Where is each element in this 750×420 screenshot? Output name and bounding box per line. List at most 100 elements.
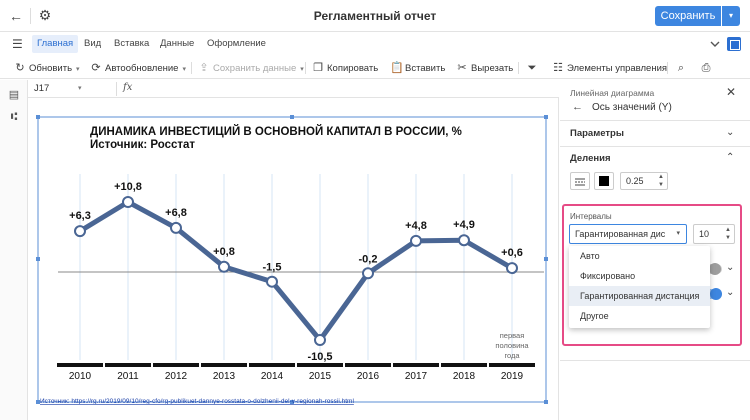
- copy-label: Копировать: [327, 63, 379, 74]
- controls-label: Элементы управления: [567, 63, 668, 74]
- menu-bar: ☰ Главная Вид Вставка Данные Оформление: [0, 33, 750, 55]
- chevron-down-icon[interactable]: ⌄: [726, 127, 735, 138]
- close-icon[interactable]: ✕: [726, 85, 737, 99]
- paste-button[interactable]: 📋Вставить: [390, 60, 445, 76]
- left-rail: ▤ ⑆: [0, 80, 28, 420]
- cut-button[interactable]: ✂ Вырезать: [456, 60, 513, 76]
- chevron-down-icon[interactable]: ⌄: [726, 262, 735, 273]
- stepper-icon[interactable]: ▲ ▼: [658, 174, 664, 188]
- category-label: 2010: [69, 371, 92, 382]
- tab-insert[interactable]: Вставка: [114, 38, 150, 49]
- search-button[interactable]: ⌕: [675, 60, 690, 76]
- report-title: Регламентный отчет: [313, 9, 437, 23]
- update-button[interactable]: ↻ Обновить ▾: [15, 62, 80, 74]
- note-text: половина: [495, 341, 529, 350]
- resize-handle: [544, 257, 548, 261]
- divider: [305, 62, 306, 74]
- divider: [560, 146, 750, 147]
- formula-bar: J17 ▾ fx: [28, 80, 559, 98]
- interval-value: 10: [699, 229, 710, 239]
- cut-label: Вырезать: [471, 63, 514, 74]
- source-link[interactable]: Источник: https://rg.ru/2019/09/10/reg-c…: [40, 398, 354, 405]
- toolbar: ↻ Обновить ▾ ⟳ Автообновление ▾ ⇪ Сохранить д…: [0, 57, 750, 79]
- tab-data[interactable]: Данные: [160, 38, 195, 49]
- line-width-value: 0.25: [626, 176, 644, 186]
- search-icon: ⌕: [677, 62, 685, 74]
- data-point: [314, 334, 326, 346]
- print-icon: ⎙: [701, 62, 711, 74]
- interval-dropdown: Авто Фиксировано Гарантированная дистанц…: [569, 246, 710, 328]
- filter-icon: ⏷: [527, 62, 537, 74]
- section-params[interactable]: Параметры: [570, 128, 624, 139]
- save-dropdown-button[interactable]: ▾: [722, 6, 740, 26]
- data-label: +0,8: [213, 246, 235, 258]
- stepper-icon[interactable]: ▲ ▼: [725, 227, 731, 241]
- save-data-button[interactable]: ⇪ Сохранить данные ▾: [199, 62, 304, 74]
- resize-grip[interactable]: …: [288, 92, 296, 101]
- resize-handle: [36, 400, 40, 404]
- hamburger-icon[interactable]: ☰: [12, 37, 23, 51]
- option-other[interactable]: Другое: [580, 311, 609, 321]
- category-label: 2019: [501, 371, 524, 382]
- data-label: +4,8: [405, 220, 427, 232]
- scissors-icon: ✂: [457, 62, 467, 74]
- data-point: [506, 262, 518, 275]
- chevron-down-icon[interactable]: ▾: [78, 85, 82, 92]
- autoupdate-button[interactable]: ⟳ Автообновление ▾: [91, 62, 186, 74]
- data-point: [362, 267, 374, 280]
- category-bar: [393, 363, 439, 367]
- save-button[interactable]: Сохранить: [655, 6, 721, 26]
- data-point: [218, 260, 230, 273]
- divider: [560, 360, 750, 361]
- panel-toggle-icon[interactable]: [727, 37, 741, 51]
- interval-mode-select[interactable]: Гарантированная дис ▾: [569, 224, 687, 244]
- line-style-button[interactable]: [570, 172, 590, 190]
- chevron-up-icon[interactable]: ⌃: [726, 152, 735, 163]
- refresh-icon: ↻: [15, 62, 25, 74]
- section-divisions[interactable]: Деления: [570, 153, 611, 164]
- category-bar: [57, 363, 103, 367]
- option-fixed[interactable]: Фиксировано: [580, 271, 636, 281]
- option-auto[interactable]: Авто: [580, 251, 600, 261]
- data-label: +6,8: [165, 207, 187, 219]
- tab-view[interactable]: Вид: [84, 38, 102, 49]
- note-text: первая: [500, 331, 525, 340]
- line-chart[interactable]: ДИНАМИКА ИНВЕСТИЦИЙ В ОСНОВНОЙ КАПИТАЛ В…: [28, 98, 559, 420]
- structure-icon[interactable]: ⑆: [10, 111, 18, 123]
- category-label: 2015: [309, 371, 332, 382]
- back-arrow-icon[interactable]: ←: [9, 8, 23, 24]
- line-width-input[interactable]: 0.25 ▲ ▼: [620, 172, 668, 190]
- color-button[interactable]: [594, 172, 614, 190]
- chevron-down-icon[interactable]: ⌄: [726, 287, 735, 298]
- title-bar: ← ⚙ Регламентный отчет Сохранить ▾: [0, 0, 750, 32]
- data-label: +10,8: [114, 181, 142, 193]
- toggle-knob: [709, 263, 721, 275]
- sheet-canvas: ДИНАМИКА ИНВЕСТИЦИЙ В ОСНОВНОЙ КАПИТАЛ В…: [28, 98, 559, 420]
- data-label: +0,6: [501, 247, 523, 259]
- category-label: 2011: [117, 371, 139, 382]
- divider: [560, 120, 750, 121]
- copy-button[interactable]: ❐ Копировать: [312, 60, 378, 76]
- resize-handle: [290, 115, 294, 119]
- controls-button[interactable]: ☷ Элементы управления: [552, 60, 667, 76]
- filter-button[interactable]: ⏷: [526, 60, 541, 76]
- option-guaranteed-distance[interactable]: Гарантированная дистанция: [569, 286, 710, 306]
- sheets-icon[interactable]: ▤: [8, 89, 20, 101]
- collapse-ribbon-icon[interactable]: [708, 37, 722, 51]
- divider: [116, 82, 117, 96]
- tab-home[interactable]: Главная: [32, 35, 79, 53]
- divider: [191, 62, 192, 74]
- autorefresh-icon: ⟳: [91, 62, 101, 74]
- resize-handle: [290, 400, 294, 404]
- gear-icon[interactable]: ⚙: [38, 7, 52, 23]
- data-label: +4,9: [453, 219, 475, 231]
- paste-icon: 📋: [390, 62, 404, 74]
- tab-format[interactable]: Оформление: [207, 38, 266, 49]
- category-bar: [489, 363, 535, 367]
- cell-reference-field[interactable]: J17: [34, 83, 50, 94]
- print-button[interactable]: ⎙: [700, 60, 715, 76]
- data-label: -10,5: [307, 351, 332, 363]
- category-label: 2012: [165, 371, 188, 382]
- interval-value-input[interactable]: 10 ▲ ▼: [693, 224, 735, 244]
- back-arrow-icon[interactable]: ←: [572, 101, 583, 113]
